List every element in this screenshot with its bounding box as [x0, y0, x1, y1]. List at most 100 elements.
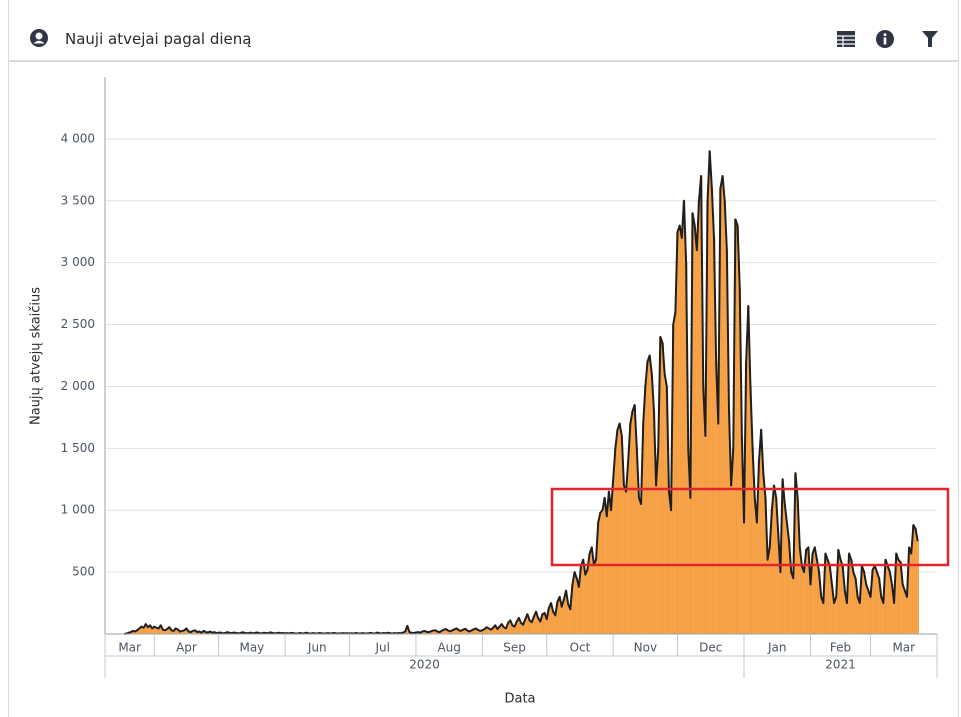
x-month-label: Feb — [830, 641, 851, 655]
bar — [875, 571, 879, 635]
bar — [577, 586, 581, 635]
bar — [678, 225, 681, 635]
bar — [762, 472, 765, 635]
bar — [695, 250, 699, 635]
bar — [822, 602, 825, 635]
y-tick-label: 3 500 — [61, 193, 95, 207]
bar — [669, 510, 673, 635]
x-month-label: Mar — [892, 641, 915, 655]
bar — [813, 547, 816, 635]
bar — [626, 460, 630, 635]
bar — [592, 564, 596, 635]
bar — [768, 547, 771, 635]
bar — [742, 522, 746, 635]
bar — [663, 373, 666, 635]
bar — [815, 559, 819, 635]
filter-icon[interactable] — [921, 30, 939, 48]
bar — [839, 559, 842, 635]
bar — [721, 175, 724, 635]
widget-title: Nauji atvejai pagal dieną — [65, 30, 252, 48]
bar — [629, 423, 632, 635]
bar — [809, 584, 812, 635]
table-icon[interactable] — [836, 30, 856, 48]
bar — [867, 590, 870, 635]
x-month-label: Jan — [767, 641, 787, 655]
bar — [594, 559, 598, 635]
bar — [680, 237, 684, 635]
x-month-label: Mar — [118, 641, 141, 655]
x-axis-title: Data — [504, 692, 535, 707]
bar — [826, 559, 829, 635]
bar — [753, 497, 756, 635]
x-month-label: Aug — [437, 641, 460, 655]
widget-panel: Nauji atvejai pagal dieną — [8, 0, 959, 717]
bar — [513, 626, 516, 635]
bar — [682, 200, 686, 635]
x-month-label: Oct — [570, 641, 591, 655]
bar — [622, 485, 626, 635]
bar — [789, 571, 793, 635]
bar — [708, 151, 711, 635]
x-month-label: Dec — [699, 641, 722, 655]
bar — [584, 574, 587, 635]
bar — [560, 606, 563, 635]
bar — [856, 596, 859, 635]
widget-header: Nauji atvejai pagal dieną — [9, 0, 958, 62]
bar — [654, 485, 658, 635]
y-tick-label: 2 000 — [61, 379, 95, 393]
bar — [569, 609, 572, 635]
bar — [639, 503, 643, 635]
y-tick-label: 500 — [72, 565, 95, 579]
bar — [146, 627, 150, 635]
bar — [575, 578, 578, 635]
x-month-label: Sep — [503, 641, 526, 655]
bar — [609, 510, 613, 635]
bar — [667, 491, 671, 635]
bar — [779, 571, 782, 635]
bar — [819, 596, 823, 635]
bar — [903, 590, 907, 635]
bar — [852, 571, 855, 635]
x-month-label: Jun — [307, 641, 327, 655]
bar — [802, 571, 806, 635]
bar — [755, 522, 759, 635]
bar — [729, 485, 733, 635]
y-tick-label: 2 500 — [61, 317, 95, 331]
bar — [882, 602, 885, 635]
bar — [880, 596, 883, 635]
bar — [603, 497, 606, 635]
bar — [551, 611, 555, 635]
bar — [648, 355, 651, 635]
bar — [834, 596, 838, 635]
bar — [873, 565, 877, 635]
y-axis-title: Naujų atvejų skaičius — [29, 287, 44, 425]
info-icon[interactable] — [875, 29, 895, 49]
bar — [566, 604, 570, 635]
bar — [865, 584, 868, 635]
bar — [783, 503, 786, 635]
x-month-label: Nov — [634, 641, 657, 655]
bar — [910, 553, 913, 635]
bar — [605, 516, 608, 635]
bar — [554, 615, 557, 635]
bar — [674, 312, 677, 635]
bar — [792, 578, 795, 635]
bar — [858, 602, 862, 635]
bar — [650, 373, 654, 635]
bar — [637, 497, 641, 635]
bar — [710, 188, 714, 635]
bar — [693, 225, 696, 635]
bar — [631, 411, 634, 635]
bar — [521, 624, 525, 635]
x-month-label: Jul — [374, 641, 389, 655]
x-year-label: 2021 — [825, 658, 856, 672]
bar — [845, 602, 849, 635]
bar — [897, 559, 900, 635]
bar — [618, 423, 621, 635]
bar — [528, 620, 531, 635]
bar — [607, 491, 611, 635]
bar — [717, 423, 720, 635]
bar — [601, 510, 604, 635]
bar — [661, 342, 664, 635]
